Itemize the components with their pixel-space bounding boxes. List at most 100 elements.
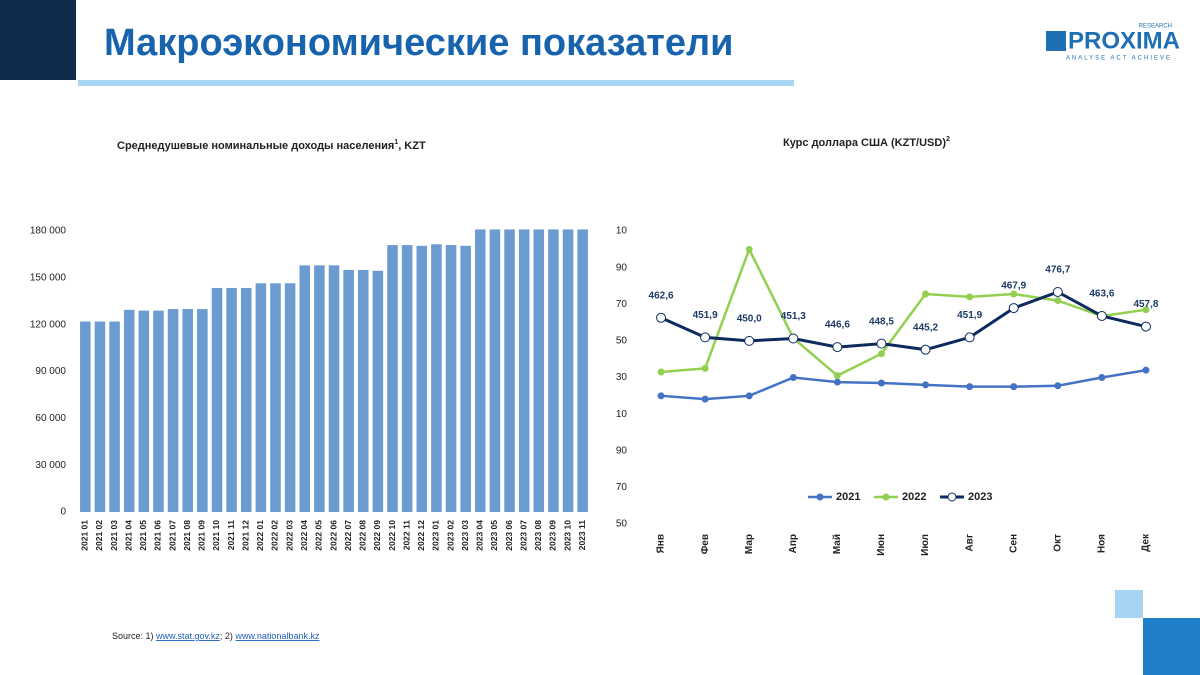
x-tick-label: 2023 09 <box>548 520 558 551</box>
y-tick-label: 70 <box>616 482 628 493</box>
point <box>877 379 885 387</box>
y-tick-label: 150 000 <box>30 272 67 283</box>
data-label: 448,5 <box>869 316 894 327</box>
source: Source: 1) www.stat.gov.kz; 2) www.natio… <box>112 631 320 641</box>
x-tick-label: Фев <box>700 534 711 554</box>
x-tick-label: 2021 01 <box>80 520 90 551</box>
point <box>964 332 975 343</box>
y-tick-label: 70 <box>616 299 628 310</box>
data-label: 476,7 <box>1045 265 1070 276</box>
bar <box>226 287 237 512</box>
chart-title-sup: 1 <box>394 139 398 146</box>
bar <box>80 321 91 512</box>
series-line <box>660 246 1147 378</box>
point <box>1098 374 1106 381</box>
chart-title-sup: 2 <box>946 136 950 143</box>
data-label: 463,6 <box>1089 289 1114 300</box>
data-label: 451,9 <box>957 310 982 321</box>
source-link[interactable]: www.nationalbank.kz <box>234 631 320 641</box>
y-tick-label: 90 000 <box>35 366 66 377</box>
x-tick-label: 2022 04 <box>299 520 309 551</box>
corner-square <box>1115 590 1143 618</box>
bar <box>445 245 457 513</box>
data-label: 451,3 <box>781 311 806 322</box>
x-tick-label: 2023 10 <box>562 520 572 551</box>
point <box>700 332 711 343</box>
chart-title-suffix: , KZT <box>398 140 426 152</box>
point <box>701 395 709 403</box>
x-tick-label: 2022 03 <box>284 520 294 551</box>
bar <box>197 309 208 512</box>
y-tick-label: 10 <box>616 226 628 237</box>
point <box>745 245 753 253</box>
x-tick-label: 2022 08 <box>358 520 368 551</box>
chart-title: Среднедушевые номинальные доходы населен… <box>117 139 426 152</box>
bar <box>270 283 281 512</box>
x-tick-label: Апр <box>788 534 799 553</box>
point <box>788 333 799 344</box>
bar <box>518 229 530 512</box>
bar <box>562 229 574 512</box>
x-tick-label: 2023 05 <box>489 520 499 551</box>
x-tick-label: 2021 07 <box>167 520 177 551</box>
data-label: 446,6 <box>825 320 850 331</box>
x-tick-label: 2021 03 <box>109 520 119 551</box>
legend-marker <box>947 492 957 502</box>
x-tick-label: 2021 11 <box>226 520 236 551</box>
bar <box>548 229 559 512</box>
point <box>966 293 974 301</box>
bar <box>284 283 296 512</box>
chart-title: Курс доллара США (KZT/USD)2 <box>783 136 950 149</box>
series-line <box>660 290 1147 352</box>
bar <box>489 229 501 512</box>
x-tick-label: 2023 11 <box>577 520 587 551</box>
corner-decoration <box>0 0 76 80</box>
point <box>1140 321 1151 332</box>
point <box>744 335 755 346</box>
y-tick-label: 50 <box>616 519 628 530</box>
y-tick-label: 50 <box>616 336 628 347</box>
bar <box>416 245 428 512</box>
point <box>833 372 841 380</box>
title-underline <box>78 80 794 86</box>
source-text: Source: 1) <box>112 631 156 641</box>
source-link[interactable]: www.stat.gov.kz <box>155 631 220 641</box>
x-tick-label: 2023 03 <box>460 520 470 551</box>
y-tick-label: 30 <box>616 372 628 383</box>
point <box>922 381 930 389</box>
x-tick-label: 2021 06 <box>153 520 163 551</box>
x-tick-label: 2023 08 <box>533 520 543 551</box>
point <box>656 312 667 323</box>
x-tick-label: 2023 04 <box>475 520 485 551</box>
x-tick-label: 2022 12 <box>416 520 426 551</box>
x-tick-label: 2021 04 <box>123 520 133 551</box>
chart-title-text: Курс доллара США (KZT/USD) <box>783 137 946 149</box>
bar <box>94 321 106 512</box>
x-tick-label: 2022 07 <box>343 520 353 551</box>
bar <box>240 287 252 512</box>
x-tick-label: Июл <box>920 534 931 556</box>
x-tick-label: Ноя <box>1097 534 1108 553</box>
y-tick-label: 90 <box>616 445 628 456</box>
point <box>1010 290 1018 298</box>
x-tick-label: 2023 02 <box>445 520 455 551</box>
logo: PROXIMA <box>1068 27 1180 54</box>
data-label: 450,0 <box>737 314 762 325</box>
point <box>1054 382 1062 390</box>
bar <box>460 245 471 512</box>
bar <box>138 310 150 512</box>
chart-title-text: Среднедушевые номинальные доходы населен… <box>117 140 394 152</box>
x-tick-label: 2022 05 <box>314 520 324 551</box>
x-tick-label: 2023 07 <box>518 520 528 551</box>
x-tick-label: 2021 09 <box>197 520 207 551</box>
point <box>1010 383 1018 391</box>
bar <box>153 310 164 512</box>
bar <box>182 309 193 512</box>
x-tick-label: Сен <box>1008 534 1019 553</box>
y-tick-label: 120 000 <box>30 319 67 330</box>
legend-label: 2021 <box>836 491 860 503</box>
bar <box>357 270 369 512</box>
x-tick-label: Май <box>832 534 843 554</box>
point <box>657 368 665 376</box>
